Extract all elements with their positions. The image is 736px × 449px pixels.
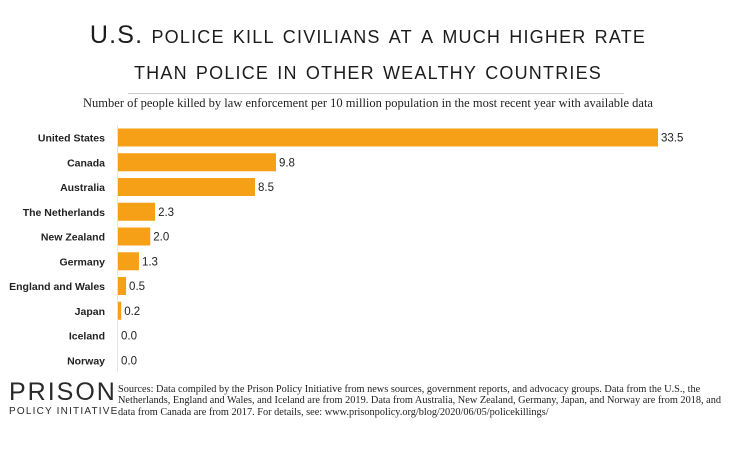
value-label: 0.5 bbox=[129, 281, 145, 293]
value-label: 0.0 bbox=[121, 331, 137, 343]
category-label: Japan bbox=[75, 306, 105, 318]
bar-chart: United States 33.5 Canada 9.8 Australia 8.5 Th… bbox=[9, 125, 683, 372]
bar bbox=[118, 202, 156, 221]
logo-subtitle: POLICY INITIATIVE bbox=[9, 406, 119, 417]
category-label: England and Wales bbox=[9, 281, 105, 293]
category-label: United States bbox=[38, 133, 105, 145]
category-label: The Netherlands bbox=[23, 207, 105, 219]
sources-note: Sources: Data compiled by the Prison Pol… bbox=[118, 384, 722, 418]
category-label: Canada bbox=[67, 157, 105, 169]
value-label: 33.5 bbox=[661, 133, 683, 145]
chart-title-line-1: U.S. police kill civilians at a much hig… bbox=[89, 21, 647, 49]
value-label: 0.2 bbox=[124, 306, 140, 318]
value-label: 0.0 bbox=[121, 355, 137, 367]
chart-title-line-2: than police in other wealthy countries bbox=[133, 57, 603, 85]
value-label: 1.3 bbox=[142, 256, 158, 268]
bar bbox=[118, 277, 127, 295]
title-divider bbox=[128, 93, 624, 94]
value-label: 9.8 bbox=[279, 157, 295, 169]
category-label: Australia bbox=[60, 182, 105, 194]
chart-subtitle: Number of people killed by law enforceme… bbox=[83, 96, 653, 110]
bar bbox=[118, 252, 139, 271]
bar bbox=[118, 128, 658, 147]
category-label: Iceland bbox=[69, 331, 105, 343]
value-label: 2.3 bbox=[158, 207, 174, 219]
bar bbox=[118, 153, 276, 172]
bar bbox=[118, 178, 256, 196]
category-label: Norway bbox=[67, 355, 105, 367]
logo-wordmark: PRISON bbox=[9, 378, 117, 406]
value-label: 2.0 bbox=[153, 232, 169, 244]
bar bbox=[118, 301, 122, 320]
value-label: 8.5 bbox=[258, 182, 274, 194]
category-label: Germany bbox=[59, 256, 105, 268]
bar bbox=[118, 227, 151, 246]
category-label: New Zealand bbox=[41, 232, 105, 244]
